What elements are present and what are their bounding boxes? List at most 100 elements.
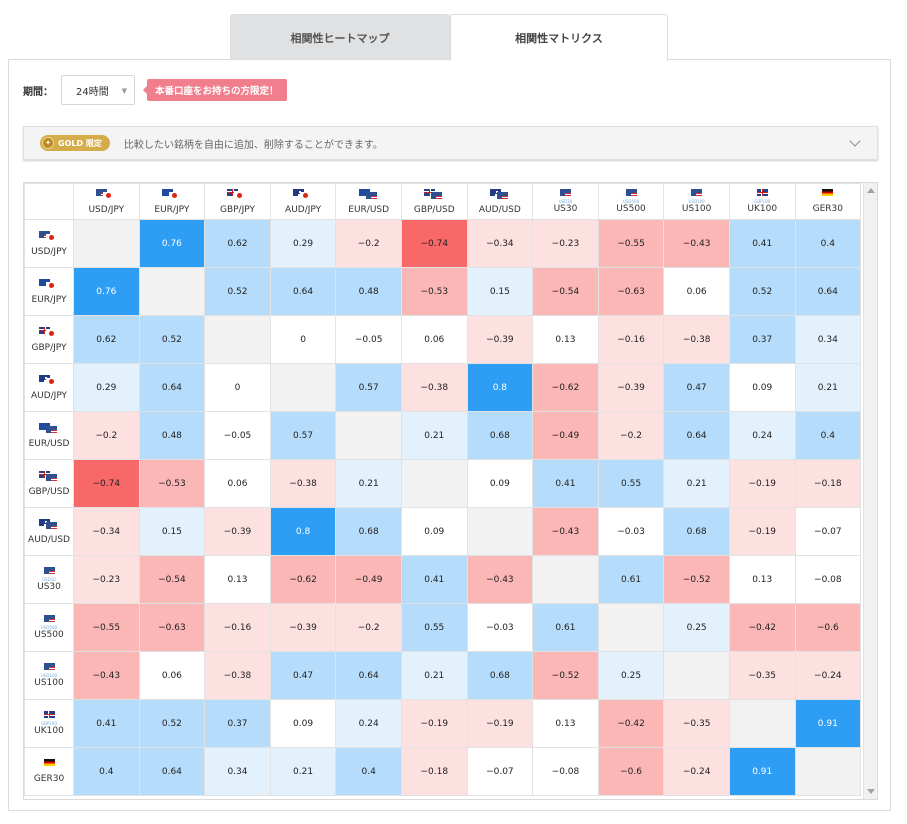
correlation-cell[interactable]: −0.43 [532, 507, 599, 556]
correlation-cell[interactable]: 0.52 [728, 267, 796, 316]
column-header[interactable]: GBP/USD [400, 183, 468, 220]
correlation-cell[interactable]: −0.16 [597, 315, 665, 364]
correlation-cell[interactable]: 0.61 [532, 603, 599, 652]
correlation-cell[interactable]: 0.13 [532, 315, 599, 364]
correlation-cell[interactable]: 0.76 [73, 267, 140, 316]
correlation-cell[interactable]: −0.35 [663, 699, 730, 748]
correlation-cell[interactable]: −0.54 [138, 555, 206, 604]
correlation-cell[interactable] [269, 363, 337, 412]
column-header[interactable]: USD30 US30 [532, 183, 599, 220]
column-header[interactable]: EUR/JPY [138, 183, 206, 220]
correlation-cell[interactable]: −0.16 [204, 603, 271, 652]
correlation-cell[interactable]: −0.63 [597, 267, 665, 316]
scroll-down-arrow[interactable] [867, 789, 875, 794]
correlation-cell[interactable]: −0.2 [335, 603, 402, 652]
correlation-cell[interactable]: 0.57 [269, 411, 337, 460]
correlation-cell[interactable]: 0.48 [138, 411, 206, 460]
correlation-cell[interactable]: −0.42 [728, 603, 796, 652]
correlation-cell[interactable]: 0.68 [335, 507, 402, 556]
correlation-cell[interactable]: 0.41 [532, 459, 599, 508]
correlation-cell[interactable]: 0.37 [728, 315, 796, 364]
correlation-cell[interactable]: −0.03 [597, 507, 665, 556]
correlation-cell[interactable]: −0.55 [597, 219, 665, 268]
correlation-cell[interactable]: −0.18 [794, 459, 862, 508]
correlation-cell[interactable]: 0.57 [335, 363, 402, 412]
correlation-cell[interactable]: 0.41 [400, 555, 468, 604]
tab-correlation-matrix[interactable]: 相関性マトリクス [450, 14, 668, 61]
correlation-cell[interactable]: 0 [269, 315, 337, 364]
correlation-cell[interactable]: 0.8 [269, 507, 337, 556]
correlation-cell[interactable]: 0.25 [663, 603, 730, 652]
row-header[interactable]: USD/JPY [24, 219, 74, 268]
correlation-cell[interactable]: 0.15 [138, 507, 206, 556]
correlation-cell[interactable]: −0.19 [466, 699, 534, 748]
correlation-cell[interactable]: 0.09 [269, 699, 337, 748]
correlation-cell[interactable] [204, 315, 271, 364]
correlation-cell[interactable]: 0.41 [73, 699, 140, 748]
correlation-cell[interactable]: −0.62 [269, 555, 337, 604]
correlation-cell[interactable]: 0.15 [466, 267, 534, 316]
correlation-cell[interactable]: 0.64 [138, 747, 206, 796]
correlation-cell[interactable]: 0.06 [400, 315, 468, 364]
correlation-cell[interactable]: 0.34 [794, 315, 862, 364]
correlation-cell[interactable]: 0.37 [204, 699, 271, 748]
correlation-cell[interactable]: −0.74 [400, 219, 468, 268]
correlation-cell[interactable]: 0.21 [794, 363, 862, 412]
gold-feature-bar[interactable]: ✦ GOLD 限定 比較したい銘柄を自由に追加、削除することができます。 [23, 126, 878, 160]
correlation-cell[interactable]: 0.24 [728, 411, 796, 460]
correlation-cell[interactable]: 0.48 [335, 267, 402, 316]
correlation-cell[interactable]: −0.53 [138, 459, 206, 508]
correlation-cell[interactable]: −0.74 [73, 459, 140, 508]
correlation-cell[interactable]: −0.49 [335, 555, 402, 604]
correlation-cell[interactable]: −0.19 [400, 699, 468, 748]
correlation-cell[interactable]: −0.39 [597, 363, 665, 412]
correlation-cell[interactable]: 0.29 [73, 363, 140, 412]
correlation-cell[interactable]: 0.06 [138, 651, 206, 700]
correlation-cell[interactable]: −0.38 [269, 459, 337, 508]
correlation-cell[interactable]: 0.25 [597, 651, 665, 700]
correlation-cell[interactable]: 0.29 [269, 219, 337, 268]
correlation-cell[interactable]: 0.64 [335, 651, 402, 700]
correlation-cell[interactable]: −0.39 [466, 315, 534, 364]
correlation-cell[interactable]: −0.2 [597, 411, 665, 460]
column-header[interactable]: EUR/USD [335, 183, 402, 220]
correlation-cell[interactable] [138, 267, 206, 316]
correlation-cell[interactable]: 0.21 [335, 459, 402, 508]
correlation-cell[interactable]: 0.13 [532, 699, 599, 748]
correlation-cell[interactable]: 0.4 [73, 747, 140, 796]
correlation-cell[interactable]: 0.06 [204, 459, 271, 508]
correlation-cell[interactable]: −0.55 [73, 603, 140, 652]
row-header[interactable]: AUD/JPY [24, 363, 74, 412]
correlation-cell[interactable]: 0.64 [794, 267, 862, 316]
correlation-cell[interactable]: 0.21 [269, 747, 337, 796]
correlation-cell[interactable]: 0.4 [794, 219, 862, 268]
correlation-cell[interactable]: 0.52 [138, 315, 206, 364]
correlation-cell[interactable]: 0.64 [269, 267, 337, 316]
column-header[interactable]: GER30 [794, 183, 862, 220]
correlation-cell[interactable]: −0.38 [400, 363, 468, 412]
row-header[interactable]: GER30 [24, 747, 74, 796]
vertical-scrollbar[interactable] [863, 183, 877, 799]
correlation-cell[interactable]: −0.05 [204, 411, 271, 460]
chevron-down-icon[interactable] [849, 135, 861, 147]
column-header[interactable]: USD500 US500 [597, 183, 665, 220]
row-header[interactable]: USD500 US500 [24, 603, 74, 652]
correlation-cell[interactable] [466, 507, 534, 556]
correlation-cell[interactable]: 0.55 [597, 459, 665, 508]
correlation-cell[interactable]: 0.47 [269, 651, 337, 700]
row-header[interactable]: EUR/USD [24, 411, 74, 460]
correlation-cell[interactable]: 0.52 [138, 699, 206, 748]
correlation-cell[interactable]: 0.76 [138, 219, 206, 268]
period-select[interactable]: 24時間 ▼ [61, 75, 135, 105]
correlation-cell[interactable]: −0.43 [466, 555, 534, 604]
correlation-cell[interactable]: 0.68 [466, 651, 534, 700]
correlation-cell[interactable]: 0.68 [663, 507, 730, 556]
correlation-cell[interactable]: −0.52 [532, 651, 599, 700]
correlation-cell[interactable]: −0.43 [663, 219, 730, 268]
correlation-cell[interactable] [335, 411, 402, 460]
correlation-cell[interactable]: 0.09 [400, 507, 468, 556]
correlation-cell[interactable]: −0.6 [794, 603, 862, 652]
correlation-cell[interactable]: 0.21 [400, 411, 468, 460]
correlation-cell[interactable]: −0.42 [597, 699, 665, 748]
row-header[interactable]: AUD/USD [24, 507, 74, 556]
